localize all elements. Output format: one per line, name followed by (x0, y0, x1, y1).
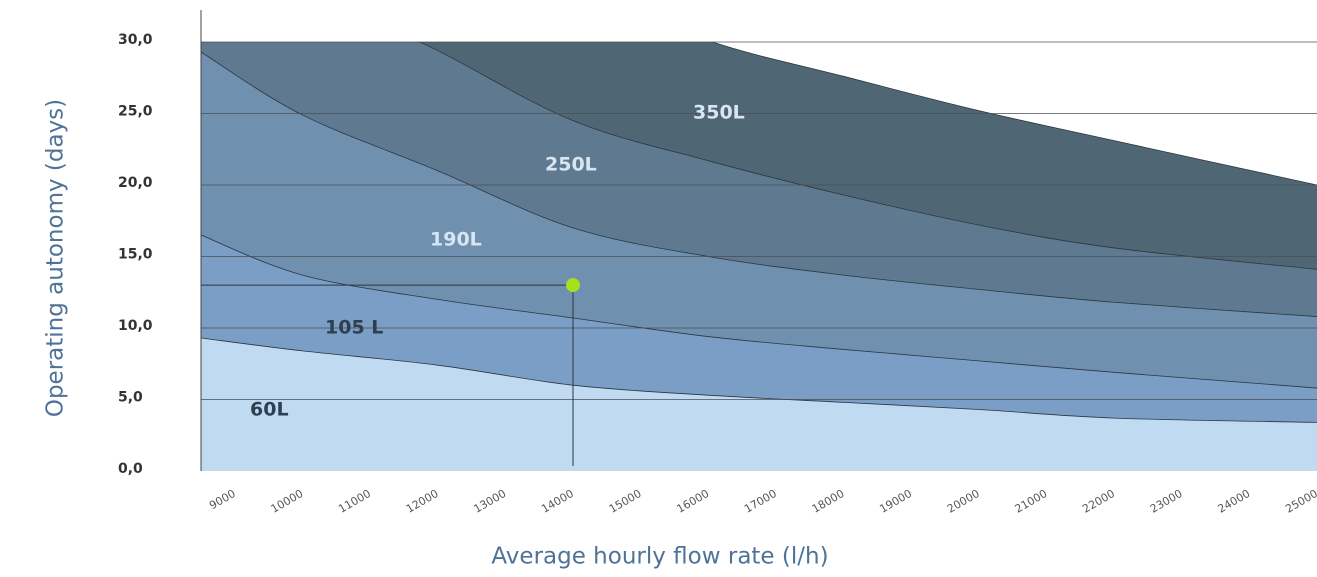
x-tick-label: 25000 (1283, 487, 1317, 516)
area-band (201, 338, 1317, 471)
x-axis-title: Average hourly flow rate (l/h) (491, 544, 828, 570)
band-label: 250L (545, 154, 597, 176)
y-tick-label: 0,0 (118, 461, 143, 477)
x-tick-label: 9000 (207, 487, 238, 512)
x-tick-label: 20000 (945, 487, 982, 516)
x-tick-label: 14000 (539, 487, 576, 516)
band-edge (201, 337, 1317, 423)
operating-point (566, 278, 580, 293)
band-label: 190L (430, 229, 482, 251)
x-tick-label: 16000 (674, 487, 711, 516)
y-tick-label: 5,0 (118, 390, 143, 406)
y-tick-label: 20,0 (118, 175, 153, 191)
bands (201, 42, 1317, 471)
x-tick-label: 18000 (810, 487, 847, 516)
x-tick-label: 12000 (404, 487, 441, 516)
band-edge (201, 234, 1317, 389)
x-tick-label: 23000 (1148, 487, 1185, 516)
x-tick-label: 21000 (1013, 487, 1050, 516)
band-edge (711, 42, 1317, 186)
y-tick-label: 30,0 (118, 32, 153, 48)
y-axis-title: Operating autonomy (days) (43, 99, 69, 417)
y-tick-label: 15,0 (118, 247, 153, 263)
x-tick-label: 19000 (877, 487, 914, 516)
y-tick-label: 10,0 (118, 318, 153, 334)
x-tick-label: 17000 (742, 487, 779, 516)
band-label: 105 L (325, 317, 383, 339)
x-tick-label: 15000 (607, 487, 644, 516)
band-edge (418, 42, 1317, 270)
band-label: 350L (693, 102, 745, 124)
x-tick-label: 22000 (1080, 487, 1117, 516)
y-tick-label: 25,0 (118, 104, 153, 120)
x-tick-label: 10000 (269, 487, 306, 516)
x-tick-label: 11000 (336, 487, 373, 516)
x-tick-label: 24000 (1216, 487, 1253, 516)
x-tick-label: 13000 (472, 487, 509, 516)
band-label: 60L (250, 399, 289, 421)
